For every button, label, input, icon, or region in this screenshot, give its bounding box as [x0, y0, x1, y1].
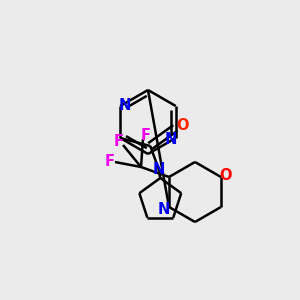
- Text: F: F: [141, 128, 151, 142]
- Text: N: N: [164, 131, 177, 146]
- Text: N: N: [158, 202, 170, 217]
- Text: O: O: [220, 169, 232, 184]
- Text: N: N: [153, 161, 166, 176]
- Text: F: F: [114, 134, 124, 149]
- Text: N: N: [119, 98, 131, 112]
- Text: F: F: [105, 154, 115, 169]
- Text: O: O: [176, 118, 188, 133]
